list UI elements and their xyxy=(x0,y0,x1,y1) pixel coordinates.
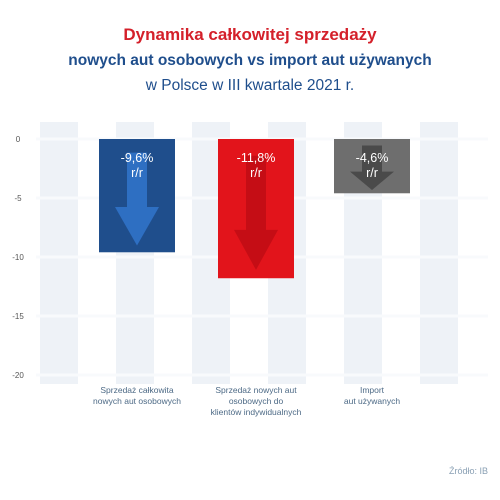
category-label: Sprzedaż nowych aut xyxy=(215,385,297,395)
y-tick-label: -20 xyxy=(12,371,24,380)
category-label: nowych aut osobowych xyxy=(93,396,181,406)
source-note: Źródło: IB xyxy=(448,466,488,476)
category-label: Sprzedaż całkowita xyxy=(100,385,174,395)
y-tick-label: -10 xyxy=(12,253,24,262)
y-tick-label: -15 xyxy=(12,312,24,321)
category-label: Import xyxy=(360,385,385,395)
y-tick-label: -5 xyxy=(14,194,22,203)
chart-period: w Polsce w III kwartale 2021 r. xyxy=(145,77,355,94)
bar-arrow xyxy=(234,155,278,270)
category-label: osobowych do xyxy=(229,396,284,406)
bar-arrow xyxy=(350,145,394,191)
data-label: r/r xyxy=(250,166,262,180)
data-label: -9,6% xyxy=(121,151,154,165)
category-label: klientów indywidualnych xyxy=(211,407,302,417)
chart-title: Dynamika całkowitej sprzedaży xyxy=(123,25,377,44)
data-label: -11,8% xyxy=(237,151,276,165)
grid-stripe xyxy=(420,122,458,384)
data-label: r/r xyxy=(366,166,378,180)
grid-stripe xyxy=(40,122,78,384)
chart-subtitle: nowych aut osobowych vs import aut używa… xyxy=(68,52,432,69)
category-label: aut używanych xyxy=(344,396,400,406)
chart-titles: Dynamika całkowitej sprzedaży nowych aut… xyxy=(0,22,500,98)
data-label: r/r xyxy=(131,166,143,180)
y-tick-label: 0 xyxy=(16,135,21,144)
data-label: -4,6% xyxy=(356,151,389,165)
bar-arrow xyxy=(115,152,159,246)
